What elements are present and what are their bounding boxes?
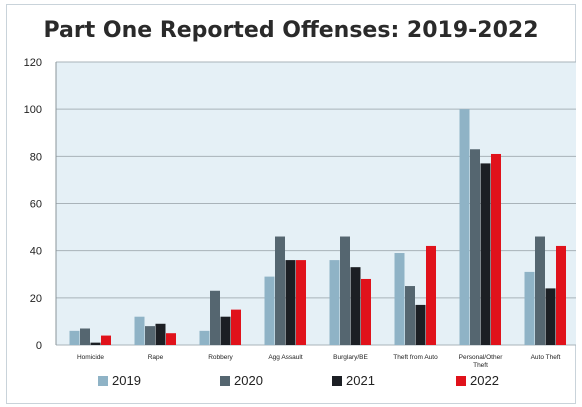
bar — [535, 236, 545, 345]
bar — [296, 260, 306, 345]
legend-swatch — [332, 376, 342, 386]
bar — [329, 260, 340, 345]
y-tick-label: 0 — [36, 340, 42, 352]
x-tick-label: Theft from Auto — [393, 354, 438, 361]
chart-title: Part One Reported Offenses: 2019-2022 — [43, 18, 539, 43]
y-tick-label: 20 — [30, 293, 42, 305]
bar — [155, 323, 166, 345]
bar — [394, 253, 405, 345]
bar — [199, 330, 210, 345]
bar — [275, 236, 285, 345]
x-tick-label: Agg Assault — [268, 354, 303, 361]
bar — [220, 316, 231, 345]
bar — [470, 149, 480, 345]
legend-swatch — [220, 376, 230, 386]
legend-label: 2019 — [112, 373, 141, 388]
legend-label: 2021 — [346, 373, 375, 388]
bar — [405, 286, 415, 345]
bar — [231, 309, 241, 345]
x-tick-label: Personal/Other Theft — [459, 354, 504, 369]
x-tick-label: Robbery — [208, 354, 233, 361]
legend-label: 2022 — [470, 373, 499, 388]
bar — [101, 335, 111, 345]
bar — [361, 278, 371, 345]
bar — [415, 304, 426, 345]
bar — [524, 271, 535, 345]
bar — [340, 236, 350, 345]
bar — [69, 330, 80, 345]
y-tick-label: 80 — [30, 151, 42, 163]
legend-label: 2020 — [234, 373, 263, 388]
bar — [210, 290, 220, 345]
bar — [491, 153, 501, 345]
x-tick-label: Auto Theft — [531, 354, 561, 361]
bar — [285, 260, 296, 345]
bar — [426, 245, 436, 345]
legend-swatch — [98, 376, 108, 386]
bar — [545, 288, 556, 345]
bar — [480, 163, 491, 345]
bar — [264, 276, 275, 345]
bar — [166, 333, 176, 345]
bar — [134, 316, 145, 345]
bar — [80, 328, 90, 345]
bar — [350, 267, 361, 345]
x-tick-label: Homicide — [77, 354, 104, 361]
bar — [459, 109, 470, 346]
x-tick-label: Burglary/BE — [333, 354, 368, 361]
y-tick-label: 60 — [30, 199, 42, 211]
x-tick-label: Rape — [148, 354, 164, 361]
y-tick-label: 100 — [24, 104, 42, 116]
y-tick-label: 120 — [24, 57, 42, 69]
y-tick-label: 40 — [30, 246, 42, 258]
bar — [145, 326, 155, 345]
legend-swatch — [456, 376, 466, 386]
bar — [556, 245, 566, 345]
bar — [90, 342, 101, 345]
